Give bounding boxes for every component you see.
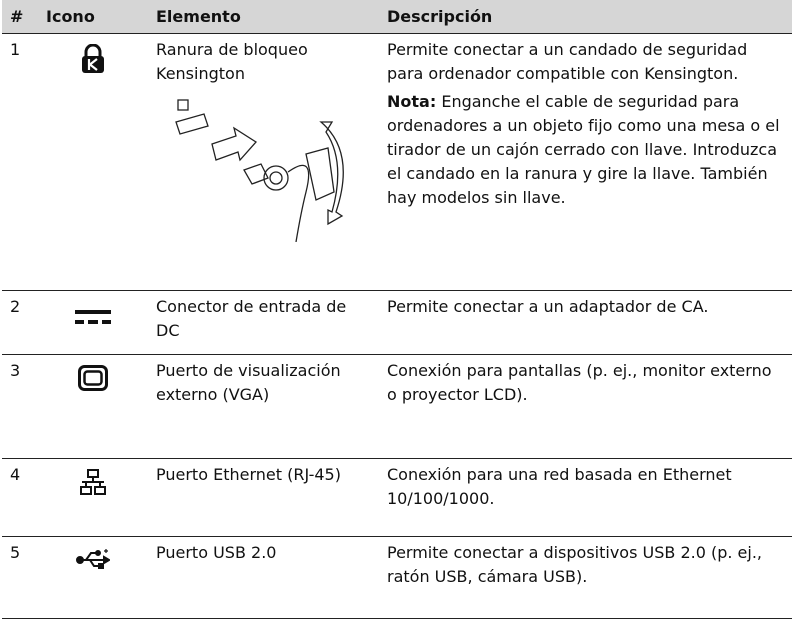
icon-cell (38, 458, 148, 537)
element: Puerto Ethernet (RJ-45) (148, 458, 379, 537)
lock-illustration (175, 99, 344, 243)
icon-cell (38, 354, 148, 459)
element-cell: Ranura de bloqueo Kensington (148, 33, 379, 291)
ethernet-icon (80, 469, 106, 495)
header-row: # Icono Elemento Descripción (2, 0, 792, 34)
number: 5 (2, 536, 38, 619)
description: Permite conectar a un adaptador de CA. (379, 290, 792, 355)
row: 5 Puerto USB 2.0 Permite conectar a disp… (2, 536, 792, 619)
number: 2 (2, 290, 38, 355)
vga-icon (78, 365, 108, 391)
header-cell: Icono (38, 0, 148, 34)
description: Permite conectar a un candado de segurid… (387, 40, 748, 83)
row: 1 Ranura de bloqueo Kensington (2, 33, 792, 291)
icon-cell (38, 536, 148, 619)
description: Conexión para una red basada en Ethernet… (379, 458, 792, 537)
description: Conexión para pantallas (p. ej., monitor… (379, 354, 792, 459)
description: Permite conectar a dispositivos USB 2.0 … (379, 536, 792, 619)
row: 3 Puerto de visualización externo (VGA) … (2, 354, 792, 459)
usb-icon (76, 549, 111, 569)
note: Nota: Enganche el cable de seguridad par… (387, 90, 784, 210)
row: 4 Puerto Ethernet (RJ-45) Conexión para … (2, 458, 792, 537)
note-label: Nota: (387, 92, 437, 111)
element: Ranura de bloqueo Kensington (156, 40, 308, 83)
element: Puerto USB 2.0 (148, 536, 379, 619)
row: 2 Conector de entrada de DC Permite cone… (2, 290, 792, 355)
kensington-icon (82, 43, 104, 73)
element: Puerto de visualización externo (VGA) (148, 354, 379, 459)
icon-cell (38, 290, 148, 355)
header-cell: # (2, 0, 38, 34)
number: 3 (2, 354, 38, 459)
note-text: Enganche el cable de seguridad para orde… (387, 92, 780, 207)
header-cell: Descripción (379, 0, 792, 34)
element: Conector de entrada de DC (148, 290, 379, 355)
icon-cell (38, 33, 148, 291)
dc-icon (75, 310, 111, 324)
header-cell: Elemento (148, 0, 379, 34)
number: 1 (2, 33, 38, 291)
description-cell: Permite conectar a un candado de segurid… (379, 33, 792, 291)
number: 4 (2, 458, 38, 537)
